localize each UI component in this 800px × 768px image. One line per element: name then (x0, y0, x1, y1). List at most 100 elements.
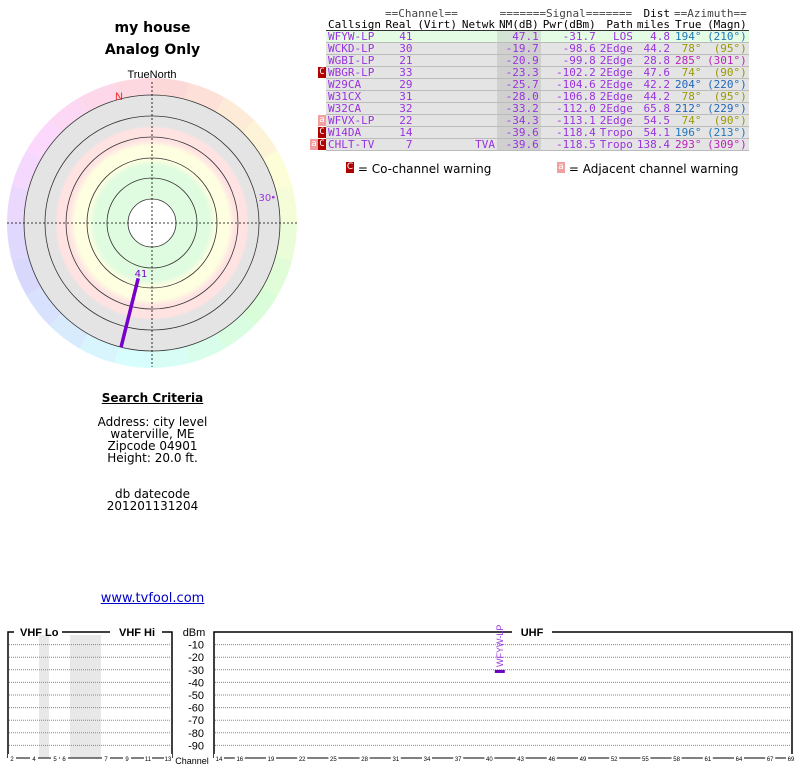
col-real: Real (382, 19, 415, 31)
azimuth-ring-segment (216, 97, 255, 133)
azimuth-ring-segment (262, 150, 293, 190)
x-tick-label: 64 (736, 757, 743, 763)
table-row[interactable]: a C CHLT-TV 7 TVA -39.6 -118.5 Tropo 138.4 293° (3… (310, 138, 749, 151)
azimuth-ring-segment (26, 120, 62, 159)
cell-true: 74° (671, 114, 704, 127)
cell-true: 285° (671, 54, 704, 67)
col-magn: (Magn) (703, 19, 749, 31)
azimuth-ring-segment (114, 346, 152, 368)
x-tick-label: 13 (165, 757, 172, 763)
cell-nm: -33.2 (496, 102, 541, 115)
x-tick-label: 14 (216, 757, 223, 763)
azimuth-ring-segment (242, 287, 278, 326)
cell-virt (414, 126, 460, 139)
vhf-lo-label: VHF Lo (20, 627, 59, 639)
table-row[interactable]: a WFVX-LP 22 -34.3 -113.1 2Edge 54.5 74° (90°) (310, 114, 749, 127)
x-tick-label: 9 (125, 757, 129, 763)
table-row[interactable]: C WBGR-LP 33 -23.3 -102.2 2Edge 47.6 74° (90°) (310, 66, 749, 79)
azimuth-ring-segment (242, 120, 278, 159)
cell-nm: -19.7 (496, 42, 541, 55)
warning-cell (310, 91, 326, 103)
cell-nm: -34.3 (496, 114, 541, 127)
col-nm: NM(dB) (496, 18, 541, 31)
y-tick-label: -70 (188, 715, 204, 727)
warning-cell (310, 79, 326, 91)
y-tick-label: -40 (188, 677, 204, 689)
y-tick-label: -10 (188, 640, 204, 652)
cell-pwr: -118.4 (540, 126, 598, 139)
x-tick-label: 22 (299, 757, 306, 763)
page-subtitle: Analog Only (104, 42, 201, 58)
cell-pwr: -104.6 (540, 78, 598, 91)
cell-magn: (90°) (703, 66, 749, 79)
cell-pwr: -31.7 (540, 30, 598, 43)
criteria-zip: Zipcode 04901 (107, 439, 198, 453)
cell-real: 41 (382, 30, 415, 43)
x-tick-label: 6 (62, 757, 66, 763)
cell-netwk (459, 90, 497, 103)
channel-axis-label: Channel (175, 756, 209, 766)
cell-true: 74° (671, 66, 704, 79)
cell-nm: 47.1 (496, 30, 541, 43)
table-row[interactable]: WFYW-LP 41 47.1 -31.7 LOS 4.8 194° (210°) (310, 30, 749, 43)
adjacent-channel-legend: a = Adjacent channel warning (557, 162, 738, 176)
table-row[interactable]: WCKD-LP 30 -19.7 -98.6 2Edge 44.2 78° (95°) (310, 42, 749, 55)
table-row[interactable]: W29CA 29 -25.7 -104.6 2Edge 42.2 204° (220°) (310, 78, 749, 91)
cell-nm: -23.3 (496, 66, 541, 79)
x-tick-label: 34 (424, 757, 431, 763)
cell-virt (414, 78, 460, 91)
signal-bar[interactable] (494, 669, 505, 673)
cell-real: 33 (382, 66, 415, 79)
signal-callsign: WFYW-LP (495, 625, 505, 667)
co-channel-text: = Co-channel warning (357, 162, 492, 176)
x-tick-label: 5 (53, 757, 57, 763)
table-row[interactable]: W32CA 32 -33.2 -112.0 2Edge 65.8 212° (229°) (310, 102, 749, 115)
cell-pwr: -99.8 (540, 54, 598, 67)
x-tick-label: 19 (268, 757, 275, 763)
db-label: db datecode (114, 487, 191, 501)
cell-callsign: WBGR-LP (326, 66, 383, 79)
cell-netwk (459, 114, 497, 127)
cell-real: 21 (382, 54, 415, 67)
tvfool-link[interactable]: www.tvfool.com (100, 591, 205, 606)
cell-callsign: WCKD-LP (326, 42, 383, 55)
cell-callsign: W14DA (326, 126, 383, 139)
cell-virt (414, 114, 460, 127)
x-tick-label: 61 (704, 757, 711, 763)
criteria-address: Address: city level (97, 415, 208, 429)
warning-cell (310, 103, 326, 115)
col-netwk: Netwk (459, 18, 497, 31)
vhf-hi-label: VHF Hi (119, 627, 155, 639)
cell-nm: -28.0 (496, 90, 541, 103)
criteria-title: Search Criteria (101, 391, 204, 405)
cell-netwk (459, 126, 497, 139)
table-row[interactable]: WGBI-LP 21 -20.9 -99.8 2Edge 28.8 285° (301°) (310, 54, 749, 67)
x-tick-label: 55 (642, 757, 649, 763)
cell-dist: 65.8 (634, 102, 672, 115)
cell-dist: 47.6 (634, 66, 672, 79)
cell-magn: (90°) (703, 114, 749, 127)
cell-netwk: TVA (459, 138, 497, 151)
cell-pwr: -106.8 (540, 90, 598, 103)
cell-dist: 44.2 (634, 90, 672, 103)
table-row[interactable]: C W14DA 14 -39.6 -118.4 Tropo 54.1 196° (213°) (310, 126, 749, 139)
x-tick-label: 67 (767, 757, 774, 763)
cell-path: LOS (597, 30, 635, 43)
col-virt: (Virt) (414, 19, 460, 31)
cell-dist: 4.8 (634, 30, 672, 43)
y-tick-label: -60 (188, 703, 204, 715)
cell-callsign: W32CA (326, 102, 383, 115)
cell-pwr: -113.1 (540, 114, 598, 127)
uhf-label: UHF (521, 627, 544, 639)
cell-pwr: -98.6 (540, 42, 598, 55)
cell-true: 194° (671, 30, 704, 43)
azimuth-ring-segment (152, 346, 190, 368)
cell-true: 212° (671, 102, 704, 115)
col-true: True (671, 19, 704, 31)
co-channel-warning-icon: C (318, 127, 326, 138)
cell-nm: -25.7 (496, 78, 541, 91)
table-row[interactable]: W31CX 31 -28.0 -106.8 2Edge 44.2 78° (95°) (310, 90, 749, 103)
signal-group-header: =======Signal======= (499, 7, 633, 20)
col-miles: miles (634, 18, 672, 31)
cell-path: Tropo (597, 138, 635, 151)
